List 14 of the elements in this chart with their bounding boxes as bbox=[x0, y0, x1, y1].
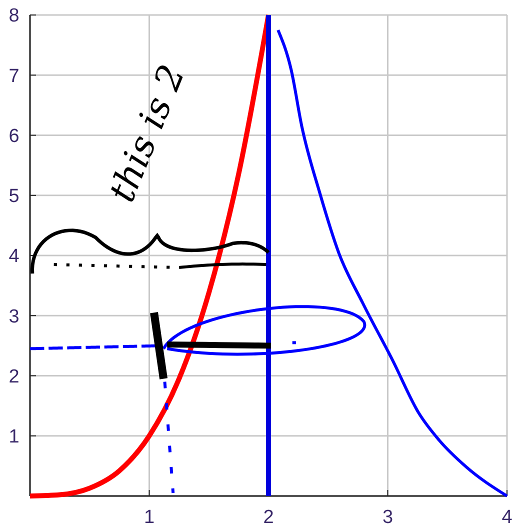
x-tick-label: 1 bbox=[144, 507, 155, 528]
x-tick-label: 2 bbox=[263, 507, 274, 528]
y-tick-label: 5 bbox=[8, 186, 20, 208]
annotation: this is 2 bbox=[102, 59, 194, 208]
y-tick-label: 2 bbox=[8, 366, 20, 388]
y-tick-label: 4 bbox=[8, 246, 20, 268]
y-tick-label: 8 bbox=[8, 6, 20, 27]
line-series bbox=[276, 28, 508, 498]
y-tick-label: 3 bbox=[8, 306, 20, 328]
x-tick-label: 4 bbox=[502, 507, 513, 528]
y-tick-label: 7 bbox=[8, 66, 20, 87]
y-tick-label: 6 bbox=[8, 126, 20, 147]
x-tick-label: 3 bbox=[382, 507, 394, 528]
y-tick-label: 1 bbox=[8, 426, 20, 448]
